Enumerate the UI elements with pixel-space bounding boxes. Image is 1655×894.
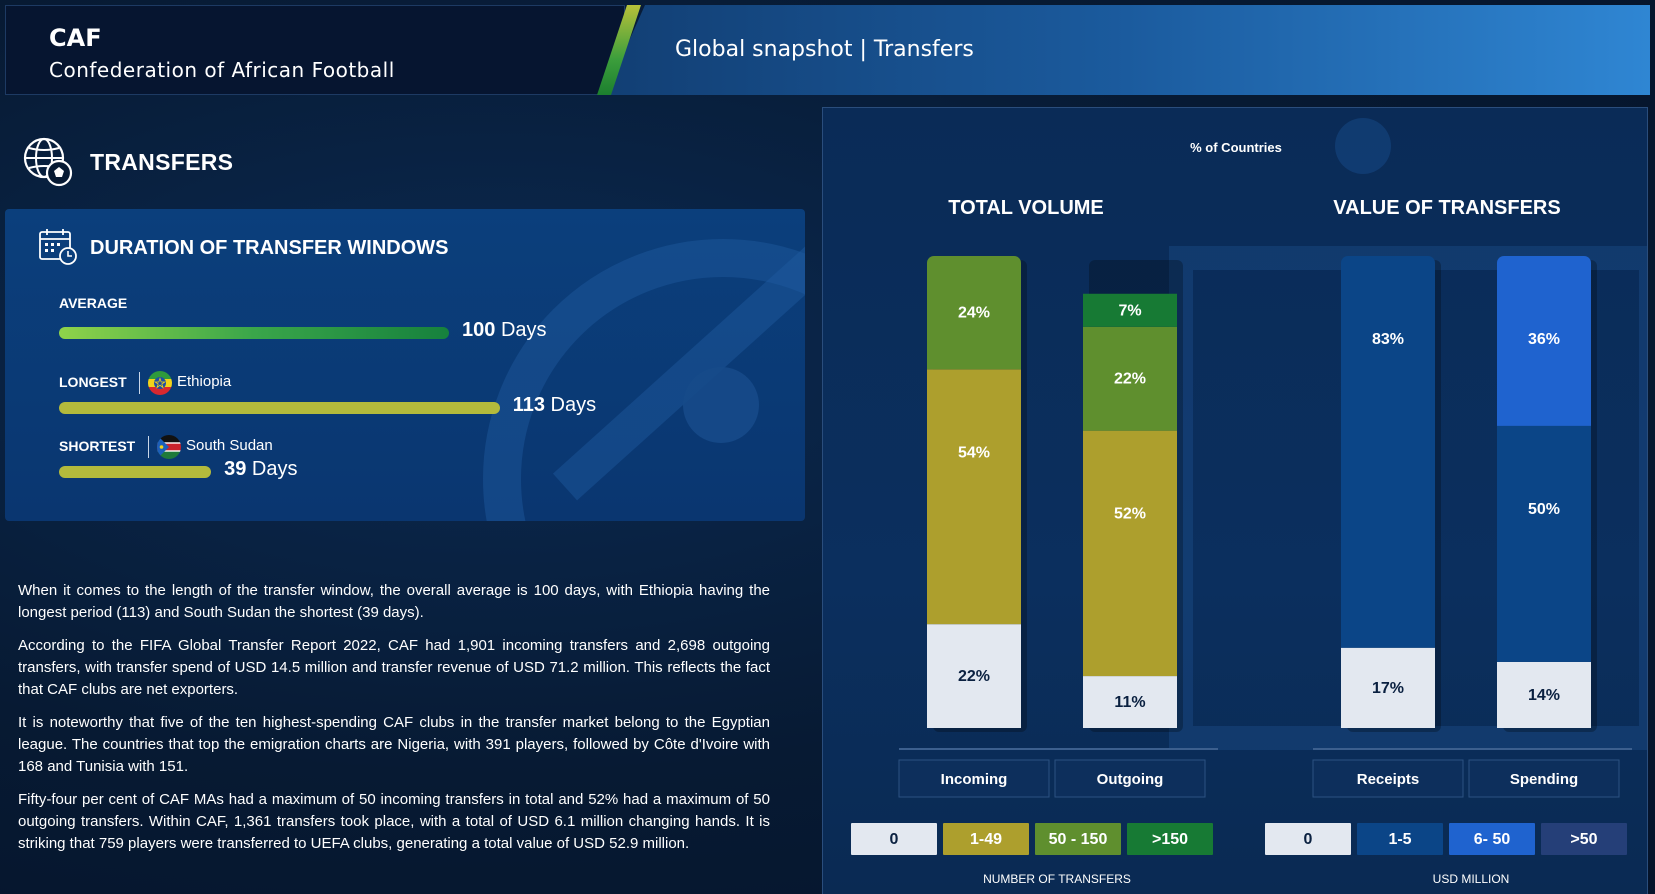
- bar-segment: [1083, 326, 1177, 431]
- data-label: 54%: [958, 444, 990, 461]
- average-label: AVERAGE: [59, 295, 128, 311]
- duration-panel: DURATION OF TRANSFER WINDOWS AVERAGE 100…: [5, 209, 805, 521]
- longest-duration-bar: [59, 402, 500, 414]
- category-label-box: [1312, 759, 1464, 798]
- header-brand-panel: CAF Confederation of African Football: [5, 5, 625, 95]
- legend-swatch: [1127, 823, 1213, 855]
- paragraph: It is noteworthy that five of the ten hi…: [18, 714, 770, 775]
- y-axis-label: % of Countries: [1190, 140, 1282, 155]
- legend-label: 1-49: [970, 831, 1002, 848]
- category-label: Outgoing: [1097, 771, 1164, 788]
- calendar-clock-icon: [39, 229, 77, 265]
- category-label: Spending: [1510, 771, 1578, 788]
- bar-segment: [927, 624, 1021, 728]
- legend-label: >50: [1570, 831, 1597, 848]
- category-label: Receipts: [1357, 771, 1420, 788]
- legend-swatch: [851, 823, 937, 855]
- decorative-dot: [683, 367, 759, 443]
- category-label-box: [1468, 759, 1620, 798]
- bar-segment: [927, 369, 1021, 625]
- shortest-days: 39 Days: [224, 458, 297, 481]
- page-header: CAF Confederation of African Football Gl…: [5, 5, 1650, 95]
- data-label: 24%: [958, 305, 990, 322]
- data-label: 7%: [1118, 302, 1141, 319]
- shortest-days-value: 39: [224, 458, 247, 480]
- average-days-value: 100: [462, 319, 496, 341]
- paragraph: According to the FIFA Global Transfer Re…: [18, 637, 770, 698]
- confederation-abbr: CAF: [49, 24, 102, 52]
- shortest-separator: [148, 436, 149, 458]
- legend-label: 0: [890, 831, 899, 848]
- average-days: 100 Days: [462, 319, 547, 342]
- data-label: 50%: [1528, 501, 1560, 518]
- data-label: 17%: [1372, 680, 1404, 697]
- decorative-ring: [483, 239, 805, 521]
- page-title: Global snapshot | Transfers: [675, 37, 974, 62]
- longest-country: Ethiopia: [177, 373, 232, 390]
- legend-swatch: [1449, 823, 1535, 855]
- longest-days: 113 Days: [513, 394, 596, 417]
- ethiopia-flag-icon: [148, 371, 172, 395]
- legend-swatch: [1265, 823, 1351, 855]
- legend-title: USD MILLION: [1433, 872, 1510, 886]
- section-title: TRANSFERS: [90, 149, 234, 175]
- globe-ball-icon: [23, 137, 73, 187]
- total-volume-title: TOTAL VOLUME: [948, 197, 1104, 219]
- bar-segment: [1341, 256, 1435, 648]
- legend-label: 1-5: [1388, 831, 1411, 848]
- shortest-duration-bar: [59, 466, 212, 478]
- chart-panel: % of Countries TOTAL VOLUME 22% 54% 24% Incom…: [822, 107, 1648, 894]
- bar-segment: [1083, 430, 1177, 677]
- value-of-transfers-title: VALUE OF TRANSFERS: [1333, 197, 1560, 219]
- south-sudan-flag-icon: [157, 435, 181, 459]
- confederation-name: Confederation of African Football: [49, 58, 395, 82]
- data-label: 36%: [1528, 331, 1560, 348]
- chart-canvas: % of Countries TOTAL VOLUME 22% 54% 24% Incom…: [851, 118, 1647, 886]
- category-label: Incoming: [941, 771, 1008, 788]
- legend-label: 6- 50: [1474, 831, 1511, 848]
- average-days-unit: Days: [500, 319, 547, 341]
- legend-swatch: [1541, 823, 1627, 855]
- longest-days-value: 113: [512, 394, 545, 416]
- shortest-label: SHORTEST: [59, 438, 136, 454]
- data-label: 22%: [1114, 371, 1146, 388]
- legend-swatch: [943, 823, 1029, 855]
- legend-title: NUMBER OF TRANSFERS: [983, 872, 1131, 886]
- bar-segment: [927, 256, 1021, 370]
- average-duration-bar: [59, 327, 449, 339]
- longest-label: LONGEST: [59, 374, 127, 390]
- legend-label: 0: [1304, 831, 1313, 848]
- shortest-country: South Sudan: [186, 437, 273, 454]
- bar-segment: [1083, 293, 1177, 327]
- legend-label: 50 - 150: [1049, 831, 1108, 848]
- paragraph: When it comes to the length of the trans…: [18, 582, 770, 621]
- bar-segment: [1341, 647, 1435, 728]
- data-label: 52%: [1114, 506, 1146, 523]
- legend-swatch: [1035, 823, 1121, 855]
- bar-segment: [1497, 661, 1591, 728]
- decorative-dot: [1335, 118, 1391, 174]
- legend-swatch: [1357, 823, 1443, 855]
- longest-days-unit: Days: [550, 394, 597, 416]
- bar-segment: [1497, 425, 1591, 662]
- category-label-box: [1054, 759, 1206, 798]
- longest-separator: [139, 372, 140, 394]
- legend-label: >150: [1152, 831, 1188, 848]
- data-label: 14%: [1528, 687, 1560, 704]
- paragraph: Fifty-four per cent of CAF MAs had a max…: [18, 791, 770, 852]
- body-text: When it comes to the length of the trans…: [18, 580, 770, 866]
- header-title-panel: [605, 5, 1650, 95]
- data-label: 11%: [1114, 694, 1145, 711]
- shortest-days-unit: Days: [251, 458, 298, 480]
- category-label-box: [898, 759, 1050, 798]
- bar-segment: [1497, 256, 1591, 426]
- data-label: 83%: [1372, 331, 1404, 348]
- data-label: 22%: [958, 668, 990, 685]
- duration-title: DURATION OF TRANSFER WINDOWS: [90, 237, 449, 259]
- bar-segment: [1083, 676, 1177, 728]
